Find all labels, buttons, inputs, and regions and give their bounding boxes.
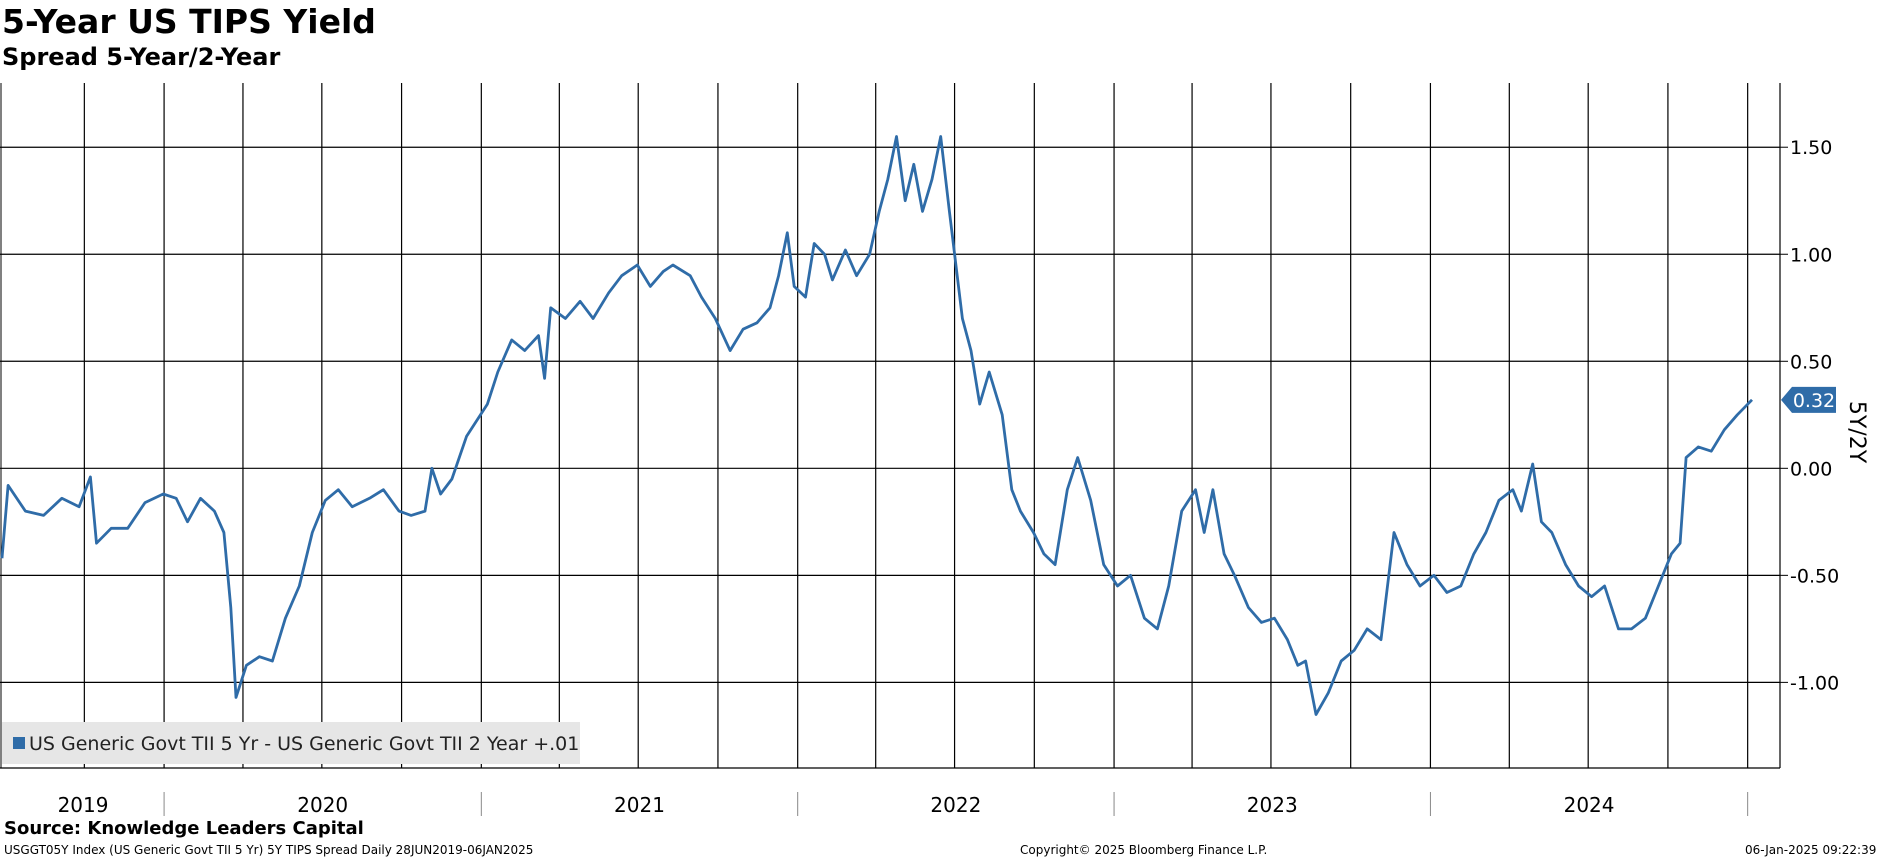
source-note: Source: Knowledge Leaders Capital [4, 818, 364, 839]
x-year-label: 2021 [614, 793, 665, 817]
x-year-label: 2022 [930, 793, 981, 817]
last-value-label: 0.32 [1793, 390, 1835, 412]
legend-box [2, 722, 580, 764]
series-line [0, 135, 1753, 716]
legend: US Generic Govt TII 5 Yr - US Generic Go… [2, 722, 580, 764]
footer-copyright: Copyright© 2025 Bloomberg Finance L.P. [1020, 843, 1268, 857]
y-tick-label: 1.00 [1790, 244, 1832, 266]
chart-subtitle: Spread 5-Year/2-Year [2, 43, 281, 71]
y-tick-label: -0.50 [1790, 565, 1839, 587]
x-year-label: 2020 [297, 793, 348, 817]
y-axis-label: 5Y/2Y [1844, 401, 1869, 464]
footer-timestamp: 06-Jan-2025 09:22:39 [1745, 843, 1877, 857]
y-tick-label: -1.00 [1790, 672, 1839, 694]
series-group [0, 135, 1753, 716]
x-axis: 2019 2020 2021 2022 2023 2024 [0, 767, 1780, 817]
vertical-gridlines [0, 83, 1749, 768]
x-year-label: 2024 [1564, 793, 1615, 817]
legend-label: US Generic Govt TII 5 Yr - US Generic Go… [29, 733, 579, 755]
y-tick-label: 0.00 [1790, 458, 1832, 480]
chart-title: 5-Year US TIPS Yield [2, 2, 376, 41]
footer-description: USGGT05Y Index (US Generic Govt TII 5 Yr… [4, 843, 534, 857]
last-value-tag [1781, 386, 1836, 413]
y-tick-label: 1.50 [1790, 137, 1832, 159]
legend-swatch [13, 737, 25, 749]
x-year-label: 2023 [1247, 793, 1298, 817]
y-tick-label: 0.50 [1790, 351, 1832, 373]
last-value-marker: 0.32 [1781, 386, 1836, 413]
y-axis-ticks: 1.50 1.00 0.50 0.00 -0.50 -1.00 [1780, 137, 1839, 694]
x-year-label: 2019 [58, 793, 109, 817]
horizontal-gridlines [0, 83, 1781, 768]
